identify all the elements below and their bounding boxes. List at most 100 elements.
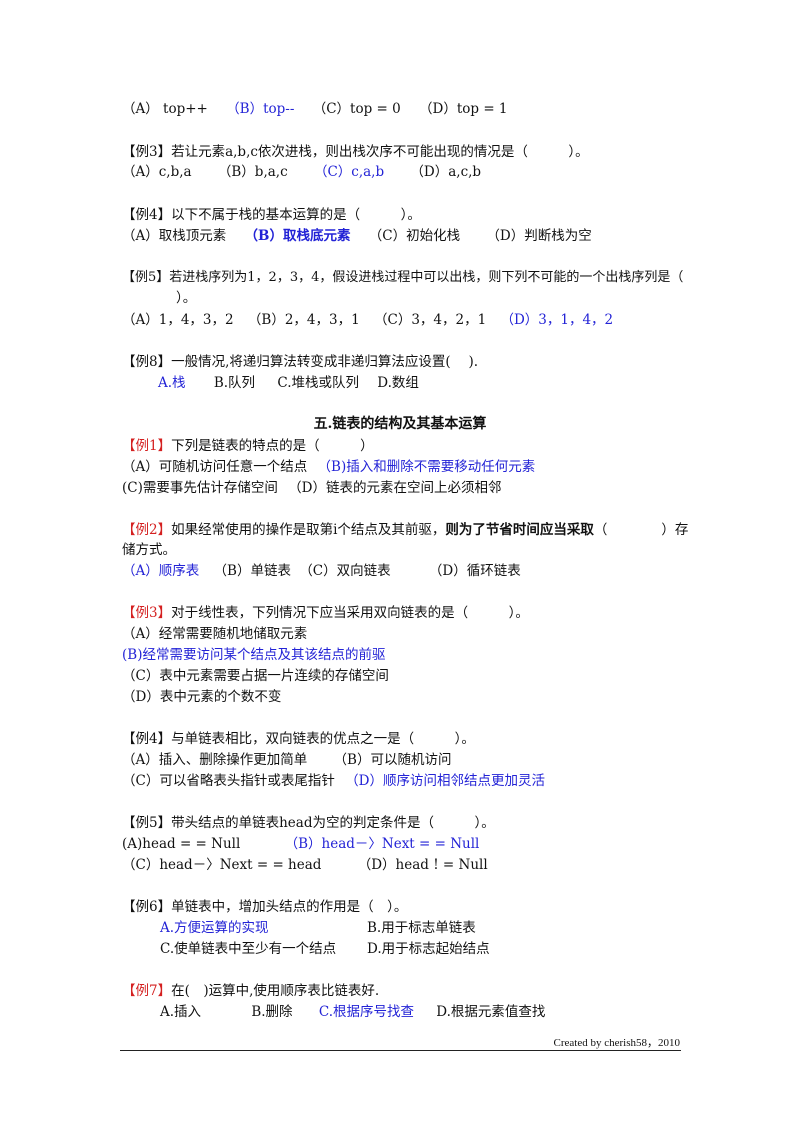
option-b-answer: （B)插入和删除不需要移动任何元素 [317,459,536,475]
option-a-answer: A.栈 [158,375,186,391]
option-a: （A）1，4，3，2 [122,312,234,328]
example-1-options-row1: （A）可随机访问任意一个结点 （B)插入和删除不需要移动任何元素 [122,458,535,476]
section-title: 五.链表的结构及其基本运算 [313,416,487,432]
example-8-question: 【例8】一般情况,将递归算法转变成非递归算法应设置( ). [122,353,478,371]
question-text: 以下不属于栈的基本运算的是（ ）。 [171,207,421,223]
option-d: D.数组 [377,375,419,391]
example-4-list-options-row1: （A）插入、删除操作更加简单 （B）可以随机访问 [122,751,451,769]
option-a: (A)head = = Null [122,836,241,852]
option-c-answer: C.根据序号找查 [318,1004,414,1020]
example-2-question-cont: 储方式。 [122,541,176,559]
example-3-stack-options: （A）c,b,a （B）b,a,c （C）c,a,b （D）a,c,b [122,163,481,181]
question-text: 在( )运算中,使用顺序表比链表好. [171,983,380,999]
question-text: 与单链表相比，双向链表的优点之一是（ ）。 [171,731,475,747]
example-5-list-options-row1: (A)head = = Null （B）head－〉Next = = Null [122,835,479,853]
option-b: （B）单链表 [213,563,291,579]
footer-credit: Created by cherish58，2010 [553,1037,680,1049]
example-3-stack-question: 【例3】若让元素a,b,c依次进栈，则出栈次序不可能出现的情况是（ ）。 [122,143,589,161]
option-b: （B）可以随机访问 [333,752,452,768]
question-text: 下列是链表的特点的是（ ） [171,438,374,454]
example-3-list-option-d: （D）表中元素的个数不变 [122,688,281,706]
option-a: A.插入 [160,1004,202,1020]
option-b-answer: （B）取栈底元素 [244,228,351,244]
example-2-options: （A）顺序表 （B）单链表 （C）双向链表 （D）循环链表 [122,562,521,580]
option-c: （C）可以省略表头指针或表尾指针 [122,773,335,789]
option-d-answer: （D）3，1，4，2 [500,312,614,328]
question-text: 一般情况,将递归算法转变成非递归算法应设置( ). [171,354,479,370]
example-tag: 【例2】 [122,522,172,538]
question-text: 若让元素a,b,c依次进栈，则出栈次序不可能出现的情况是（ ）。 [171,144,589,160]
question-text: 单链表中，增加头结点的作用是（ ）。 [171,899,408,915]
example-4-list-options-row2: （C）可以省略表头指针或表尾指针 （D）顺序访问相邻结点更加灵活 [122,772,545,790]
example-5-stack-options: （A）1，4，3，2 （B）2，4，3，1 （C）3，4，2，1 （D）3，1，… [122,311,613,329]
example-2-question: 【例2】如果经常使用的操作是取第i个结点及其前驱，则为了节省时间应当采取（ ）存 [122,521,688,539]
option-a: （A）经常需要随机地储取元素 [122,626,308,642]
example-7-options: A.插入 B.删除 C.根据序号找查 D.根据元素值查找 [160,1003,545,1021]
option-d: （D）判断栈为空 [486,228,592,244]
question-text-cont: ）。 [176,290,197,306]
option-d: D.用于标志起始结点 [367,941,490,957]
option-b-answer: (B)经常需要访问某个结点及其该结点的前驱 [122,647,386,663]
option-d: （D）a,c,b [410,164,482,180]
option-d: D.根据元素值查找 [436,1004,546,1020]
example-3-list-option-b: (B)经常需要访问某个结点及其该结点的前驱 [122,646,385,664]
example-tag: 【例5】 [122,815,172,831]
option-c: （C）3，4，2，1 [373,312,487,328]
example-6-question: 【例6】单链表中，增加头结点的作用是（ ）。 [122,898,407,916]
example-6-option-b: B.用于标志单链表 [367,919,476,937]
option-a: （A）取栈顶元素 [122,228,227,244]
example-6-option-a: A.方便运算的实现 [160,919,269,937]
example-4-stack-question: 【例4】以下不属于栈的基本运算的是（ ）。 [122,206,421,224]
example-5-list-question: 【例5】带头结点的单链表head为空的判定条件是（ ）。 [122,814,495,832]
question-text: 对于线性表，下列情况下应当采用双向链表的是（ ）。 [171,605,529,621]
example-4-list-question: 【例4】与单链表相比，双向链表的优点之一是（ ）。 [122,730,475,748]
option-c: （C）双向链表 [299,563,391,579]
option-b: B.队列 [213,375,256,391]
option-c: （C）初始化栈 [368,228,461,244]
option-c: （C）head－〉Next = = head [122,857,322,873]
example-tag: 【例5】 [122,270,170,285]
option-a: （A） top++ [122,101,208,117]
example-3-list-option-a: （A）经常需要随机地储取元素 [122,625,307,643]
question-text: 如果经常使用的操作是取第i个结点及其前驱， [171,522,446,538]
example-tag: 【例1】 [122,438,172,454]
option-a-answer: （A）顺序表 [122,563,200,579]
question-text: 带头结点的单链表head为空的判定条件是（ ）。 [171,815,495,831]
option-c-answer: （C）c,a,b [313,164,385,180]
option-b: B.用于标志单链表 [367,920,476,936]
example-tag: 【例3】 [122,605,172,621]
option-a: （A）可随机访问任意一个结点 [122,459,308,475]
option-c: （C）top = 0 [312,101,401,117]
question-text-cont: 储方式。 [122,542,176,558]
option-c: C.堆栈或队列 [277,375,359,391]
example-3-list-question: 【例3】对于线性表，下列情况下应当采用双向链表的是（ ）。 [122,604,529,622]
option-d: （D）head ! = Null [357,857,488,873]
question-text: 若进栈序列为1，2，3，4，假设进栈过程中可以出栈，则下列不可能的一个出栈序列是… [169,270,684,285]
example-tag: 【例4】 [122,207,172,223]
option-b: B.删除 [251,1004,293,1020]
option-b-answer: （B）head－〉Next = = Null [284,836,480,852]
example-7-question: 【例7】在( )运算中,使用顺序表比链表好. [122,982,379,1000]
example-tag: 【例6】 [122,899,172,915]
example-3-list-option-c: （C）表中元素需要占据一片连续的存储空间 [122,667,389,685]
option-a: （A）插入、删除操作更加简单 [122,752,308,768]
example-1-question: 【例1】下列是链表的特点的是（ ） [122,437,374,455]
example-1-options-row2: (C)需要事先估计存储空间 （D）链表的元素在空间上必须相邻 [122,479,502,497]
question-text-bold: 则为了节省时间应当采取 [445,522,594,538]
question-top-options: （A） top++ （B）top-- （C）top = 0 （D）top = 1 [122,100,508,118]
example-6-option-d: D.用于标志起始结点 [367,940,490,958]
option-d: （D）循环链表 [428,563,521,579]
option-c: C.使单链表中至少有一个结点 [160,941,337,957]
example-tag: 【例4】 [122,731,172,747]
example-4-stack-options: （A）取栈顶元素 （B）取栈底元素 （C）初始化栈 （D）判断栈为空 [122,227,592,245]
example-5-stack-question: 【例5】若进栈序列为1，2，3，4，假设进栈过程中可以出栈，则下列不可能的一个出… [122,269,683,287]
option-d: （D）表中元素的个数不变 [122,689,282,705]
option-b-answer: （B）top-- [226,101,295,117]
example-5-list-options-row2: （C）head－〉Next = = head （D）head ! = Null [122,856,488,874]
option-a-answer: A.方便运算的实现 [160,920,269,936]
option-d-answer: （D）顺序访问相邻结点更加灵活 [345,773,545,789]
example-tag: 【例7】 [122,983,172,999]
option-a: （A）c,b,a [122,164,192,180]
option-b: （B）b,a,c [217,164,288,180]
